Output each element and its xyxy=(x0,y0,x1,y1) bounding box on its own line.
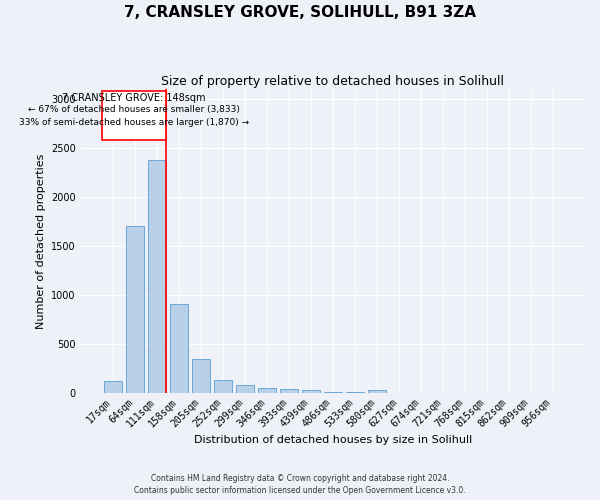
Bar xyxy=(104,381,122,392)
Y-axis label: Number of detached properties: Number of detached properties xyxy=(35,153,46,328)
Text: 7, CRANSLEY GROVE, SOLIHULL, B91 3ZA: 7, CRANSLEY GROVE, SOLIHULL, B91 3ZA xyxy=(124,5,476,20)
Bar xyxy=(125,226,145,392)
Bar xyxy=(368,390,386,392)
Text: Contains HM Land Registry data © Crown copyright and database right 2024.
Contai: Contains HM Land Registry data © Crown c… xyxy=(134,474,466,495)
Text: ← 67% of detached houses are smaller (3,833): ← 67% of detached houses are smaller (3,… xyxy=(28,106,240,114)
Bar xyxy=(214,380,232,392)
Title: Size of property relative to detached houses in Solihull: Size of property relative to detached ho… xyxy=(161,75,505,88)
Bar xyxy=(236,385,254,392)
X-axis label: Distribution of detached houses by size in Solihull: Distribution of detached houses by size … xyxy=(194,435,472,445)
Text: 7 CRANSLEY GROVE: 148sqm: 7 CRANSLEY GROVE: 148sqm xyxy=(62,92,206,102)
Bar xyxy=(257,388,276,392)
Bar xyxy=(102,91,166,140)
Bar xyxy=(148,160,166,392)
Bar xyxy=(191,360,211,392)
Bar xyxy=(280,388,298,392)
Text: 33% of semi-detached houses are larger (1,870) →: 33% of semi-detached houses are larger (… xyxy=(19,118,249,127)
Bar xyxy=(170,304,188,392)
Bar xyxy=(302,390,320,392)
